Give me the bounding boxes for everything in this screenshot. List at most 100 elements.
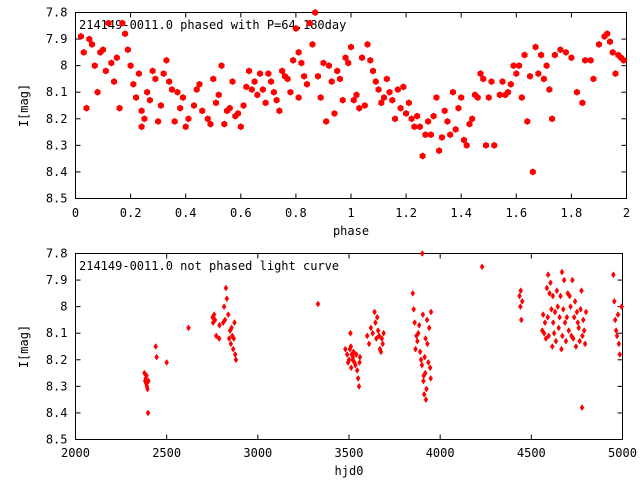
phased-data-point (295, 94, 302, 102)
phased-data-point (573, 88, 580, 96)
unphased-y-tick-label: 8.1 (46, 326, 68, 340)
unphased-x-axis-label: hjd0 (335, 464, 364, 478)
unphased-y-tick-label: 8.2 (46, 353, 68, 367)
phased-data-point (604, 30, 611, 38)
phased-data-point (325, 62, 332, 70)
phased-data-point (152, 75, 159, 83)
phased-data-point (411, 123, 418, 131)
unphased-data-point (353, 351, 359, 358)
unphased-data-point (354, 366, 360, 374)
unphased-data-point (350, 353, 356, 361)
unphased-x-tick-label: 4500 (517, 446, 546, 460)
unphased-data-point (415, 329, 421, 337)
unphased-data-point (423, 335, 428, 342)
phased-data-point (513, 70, 520, 78)
unphased-data-point (428, 308, 434, 316)
unphased-data-point (230, 345, 236, 353)
unphased-data-point (518, 287, 524, 295)
unphased-data-point (225, 311, 231, 319)
unphased-y-tick-label: 8.4 (46, 406, 68, 420)
unphased-data-point (548, 279, 553, 287)
unphased-plot-title: 214149-0011.0 not phased light curve (79, 259, 339, 273)
unphased-data-point (559, 268, 565, 276)
phased-y-axis-label: I[mag] (17, 84, 31, 127)
unphased-x-tick-label: 4000 (426, 446, 455, 460)
phased-data-point (452, 125, 459, 133)
unphased-data-point (233, 356, 239, 364)
unphased-x-tick-label: 2500 (152, 446, 181, 460)
phased-data-point (425, 117, 432, 125)
unphased-data-point (375, 327, 381, 335)
phased-data-point (138, 107, 145, 115)
phased-x-tick-label: 0.2 (120, 206, 142, 220)
unphased-data-point (154, 353, 159, 361)
phased-data-point (199, 107, 206, 115)
phased-data-point (306, 19, 313, 27)
phased-data-point (466, 120, 473, 128)
phased-data-point (414, 112, 421, 120)
phased-data-point (620, 56, 627, 64)
phased-data-point (171, 117, 178, 125)
unphased-points (142, 250, 624, 417)
phased-data-point (314, 72, 321, 80)
phased-data-point (292, 24, 299, 32)
phased-x-tick-label: 0.6 (230, 206, 252, 220)
phased-data-point (609, 48, 616, 56)
phased-data-point (254, 91, 261, 99)
phased-data-point (386, 88, 393, 96)
phased-data-point (419, 152, 426, 160)
unphased-data-point (564, 313, 570, 321)
unphased-data-point (213, 332, 219, 340)
phased-data-point (482, 141, 490, 149)
unphased-data-point (517, 292, 522, 300)
phased-data-point (160, 70, 167, 78)
unphased-data-point (351, 348, 356, 356)
phased-data-point (383, 75, 390, 83)
phased-data-point (130, 80, 137, 88)
phased-data-point (284, 75, 291, 83)
phased-data-point (510, 62, 517, 70)
unphased-data-point (576, 324, 582, 332)
unphased-data-point (410, 289, 416, 297)
phased-data-point (207, 120, 214, 128)
phased-x-tick-label: 1.4 (450, 206, 472, 220)
phased-data-point (582, 56, 589, 64)
unphased-data-point (378, 348, 384, 356)
phased-data-point (356, 104, 363, 112)
unphased-data-point (611, 271, 616, 279)
phased-data-point (394, 86, 401, 94)
unphased-data-point (221, 303, 227, 311)
unphased-data-point (228, 340, 234, 348)
phased-data-point (538, 51, 545, 59)
phased-data-point (347, 43, 355, 51)
phased-data-point (339, 96, 346, 104)
unphased-data-point (355, 374, 361, 382)
unphased-data-point (427, 364, 433, 372)
phased-data-point (144, 88, 151, 96)
phased-data-point (595, 40, 602, 48)
unphased-data-point (557, 313, 562, 321)
phased-data-point (405, 99, 412, 107)
unphased-data-point (222, 316, 228, 324)
unphased-data-point (617, 351, 623, 358)
unphased-data-point (570, 335, 576, 342)
phased-y-tick-label: 7.9 (46, 32, 68, 46)
unphased-data-point (614, 332, 620, 340)
unphased-data-point (578, 305, 583, 313)
unphased-data-point (612, 316, 618, 324)
unphased-data-point (551, 329, 557, 337)
phased-data-point (91, 62, 98, 70)
unphased-data-point (519, 297, 525, 305)
phased-data-point (403, 109, 410, 117)
phased-data-point (353, 91, 360, 99)
phased-data-point (113, 54, 120, 62)
phased-data-point (89, 40, 96, 48)
unphased-data-point (550, 292, 556, 300)
unphased-data-point (343, 345, 348, 353)
phased-data-point (367, 56, 374, 64)
phased-data-point (392, 115, 399, 123)
phased-data-point (138, 123, 145, 131)
phased-data-point (449, 88, 456, 96)
unphased-data-point (353, 361, 358, 369)
phased-y-tick-label: 8.4 (46, 165, 68, 179)
